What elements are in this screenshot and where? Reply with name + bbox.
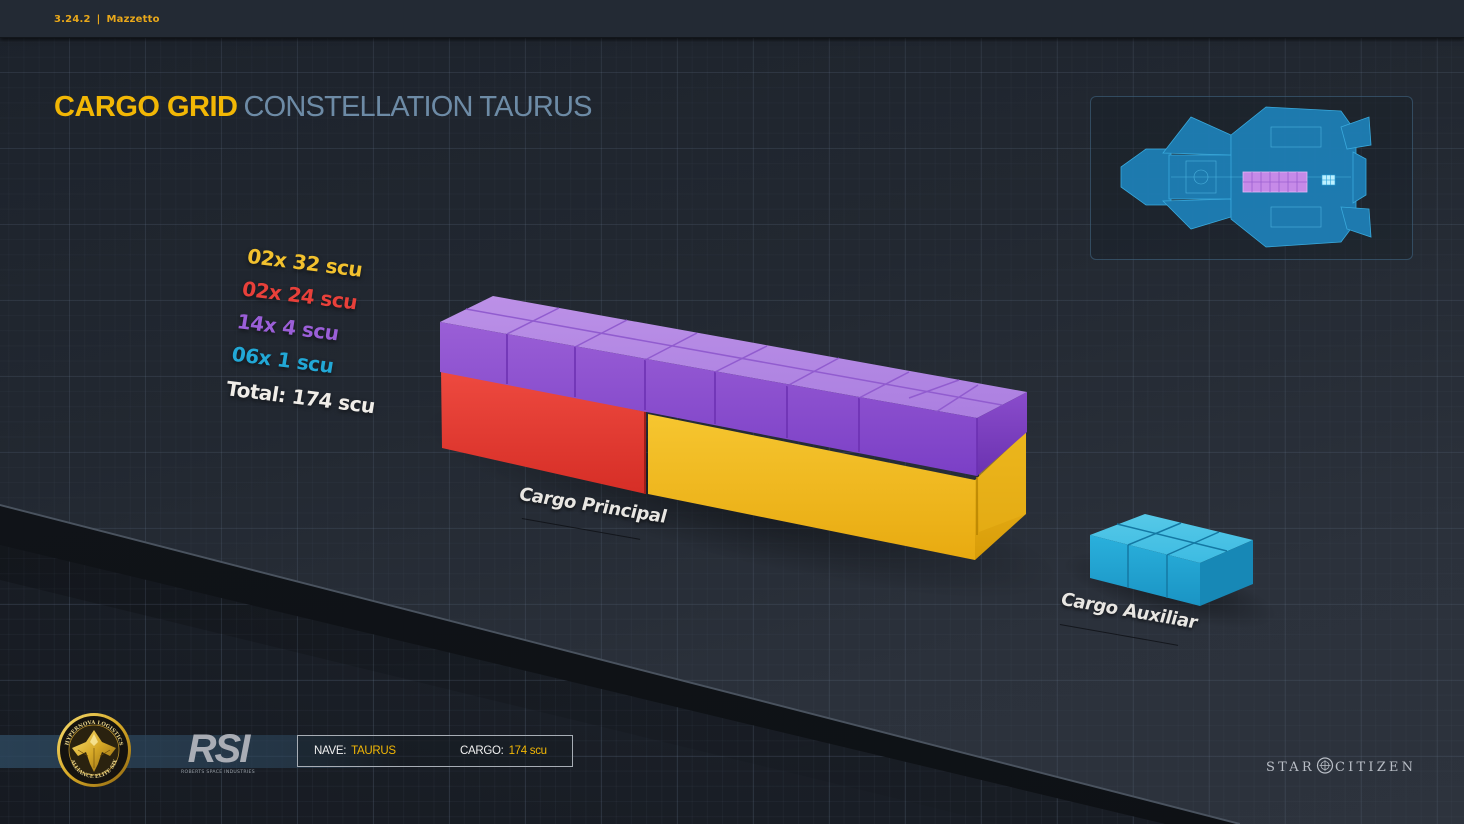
box-32scu-yellow bbox=[648, 414, 975, 560]
separator: | bbox=[96, 14, 101, 25]
svg-text:STAR: STAR bbox=[1266, 760, 1315, 775]
star-citizen-logo: STAR CITIZEN bbox=[1266, 756, 1413, 776]
star-citizen-logo-icon: STAR CITIZEN bbox=[1266, 757, 1413, 775]
page-title: CARGO GRID CONSTELLATION TAURUS bbox=[54, 91, 592, 124]
nave-label: NAVE: bbox=[314, 745, 347, 757]
ship-info-box: NAVE: TAURUS CARGO: 174 scu bbox=[297, 735, 573, 767]
cargo-info: CARGO: 174 scu bbox=[460, 745, 547, 757]
hypernova-emblem: HYPERNOVA LOGISTICS ALLIANCE ELITE SIX bbox=[56, 712, 132, 788]
title-accent: CARGO GRID bbox=[54, 91, 238, 123]
cargo-principal-stack[interactable] bbox=[440, 296, 1027, 560]
ship-blueprint-icon bbox=[1120, 106, 1372, 248]
cargo-label: CARGO: bbox=[460, 745, 504, 757]
version-author: 3.24.2 | Mazzetto bbox=[54, 14, 160, 25]
box-24scu-red bbox=[441, 369, 646, 494]
rsi-logo-icon: RSI ROBERTS SPACE INDUSTRIES bbox=[181, 727, 255, 775]
cargo-value: 174 scu bbox=[508, 745, 547, 757]
top-bar: 3.24.2 | Mazzetto bbox=[0, 0, 1464, 38]
svg-text:ROBERTS SPACE INDUSTRIES: ROBERTS SPACE INDUSTRIES bbox=[181, 769, 255, 775]
nave-value: TAURUS bbox=[351, 745, 396, 757]
version-label: 3.24.2 bbox=[54, 14, 91, 25]
author-label: Mazzetto bbox=[106, 14, 160, 25]
svg-text:CITIZEN: CITIZEN bbox=[1335, 760, 1412, 775]
cargo-auxiliar-stack[interactable] bbox=[1090, 514, 1253, 606]
cargo-legend: 02x 32 scu 02x 24 scu 14x 4 scu 06x 1 sc… bbox=[224, 240, 398, 423]
eagle-emblem-icon: HYPERNOVA LOGISTICS ALLIANCE ELITE SIX bbox=[57, 713, 131, 787]
rsi-logo: RSI ROBERTS SPACE INDUSTRIES bbox=[172, 727, 264, 776]
ship-blueprint-panel bbox=[1090, 96, 1413, 260]
title-ship-name: CONSTELLATION TAURUS bbox=[243, 91, 593, 123]
ship-cargo-auxiliar-marker bbox=[1321, 174, 1336, 186]
nave-info: NAVE: TAURUS bbox=[314, 745, 396, 757]
ship-cargo-principal-marker bbox=[1242, 171, 1308, 193]
svg-text:RSI: RSI bbox=[188, 728, 252, 771]
